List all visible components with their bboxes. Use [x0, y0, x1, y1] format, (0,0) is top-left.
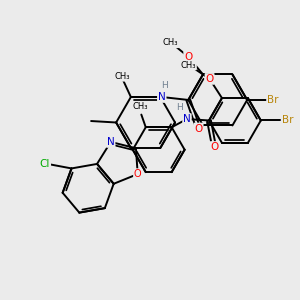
Text: N: N [183, 114, 191, 124]
Text: CH₃: CH₃ [181, 61, 196, 70]
Text: Cl: Cl [40, 159, 50, 169]
Text: O: O [184, 52, 192, 62]
Text: H: H [161, 81, 168, 90]
Text: CH₃: CH₃ [163, 38, 178, 47]
Text: CH₃: CH₃ [114, 72, 130, 81]
Text: N: N [107, 137, 115, 147]
Text: O: O [206, 74, 214, 84]
Text: N: N [158, 92, 166, 102]
Text: O: O [194, 124, 203, 134]
Text: H: H [176, 103, 183, 112]
Text: Br: Br [282, 116, 293, 125]
Text: O: O [134, 169, 142, 179]
Text: CH₃: CH₃ [132, 102, 148, 111]
Text: O: O [211, 142, 219, 152]
Text: Br: Br [267, 95, 278, 105]
